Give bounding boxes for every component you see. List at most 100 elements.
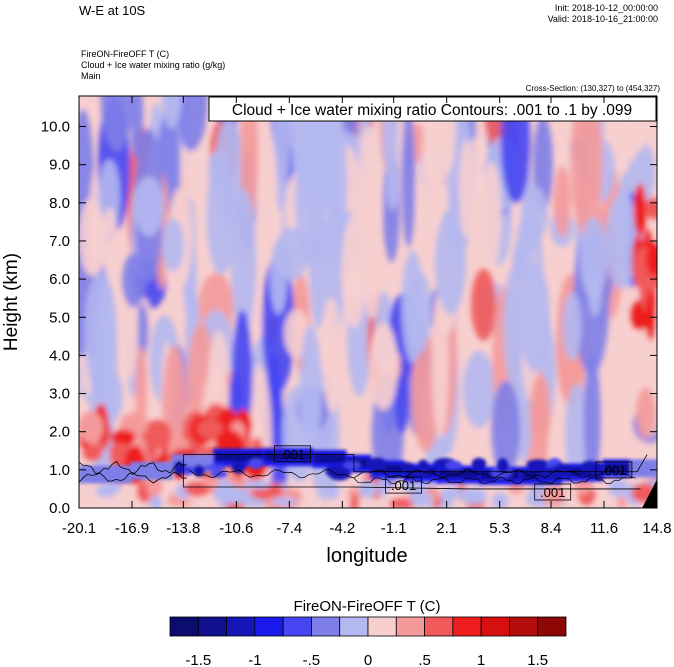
surface-patch <box>542 485 565 507</box>
temperature-patch <box>434 209 466 315</box>
init-time: Init: 2018-10-12_00:00:00 <box>554 3 658 13</box>
contour-line <box>353 477 628 484</box>
surface-patch <box>271 497 297 506</box>
temperature-patch <box>230 188 257 336</box>
valid-time: Valid: 2018-10-16_21:00:00 <box>547 14 658 24</box>
temperature-patch <box>422 96 442 250</box>
surface-patch <box>358 480 378 498</box>
surface-patch <box>608 478 628 497</box>
cool-band-blob <box>248 458 264 470</box>
surface-patch <box>389 498 417 508</box>
cool-band-blob <box>329 467 351 481</box>
cool-band-blob <box>231 461 246 474</box>
cool-band-blob <box>173 460 186 476</box>
cool-band-core <box>314 454 346 463</box>
surface-patch <box>243 480 272 490</box>
y-tick-label: 3.0 <box>49 386 70 403</box>
x-tick-label: -7.4 <box>276 520 302 537</box>
warm-patch <box>633 183 647 237</box>
temperature-patch <box>564 383 589 485</box>
colorbar: -1.5 -1 -.5 0 .5 1 1.5 <box>169 616 567 667</box>
cool-band-segment <box>79 465 132 484</box>
run-times: Init: 2018-10-12_00:00:00 Valid: 2018-10… <box>548 3 658 25</box>
colorbar-swatch <box>452 616 482 637</box>
temperature-patch <box>471 268 497 341</box>
x-tick-label: -13.8 <box>166 520 200 537</box>
y-tick-label: 5.0 <box>49 309 70 326</box>
temperature-patch <box>583 355 601 482</box>
temperature-patch <box>529 374 551 451</box>
contour-annotation-text: Cloud + Ice water mixing ratio Contours:… <box>232 102 632 119</box>
y-tick-label: 7.0 <box>49 233 70 250</box>
warm-patch <box>145 433 163 446</box>
colorbar-swatch <box>367 616 397 637</box>
warm-patch <box>645 290 657 341</box>
cool-band-blob <box>471 457 487 469</box>
field-line-mixing-ratio: Cloud + Ice water mixing ratio (g/kg) <box>81 60 226 70</box>
temperature-patch <box>562 291 582 361</box>
warm-patch <box>110 429 137 447</box>
temperature-patch <box>270 241 288 315</box>
temperature-patch <box>570 96 603 240</box>
y-tick-label: 1.0 <box>49 462 70 479</box>
field-line-domain: Main <box>81 71 101 81</box>
colorbar-tick-label: -1.5 <box>185 652 211 667</box>
temperature-patch <box>458 139 474 239</box>
cool-band-blob <box>204 464 226 471</box>
colorbar-swatch <box>254 616 284 637</box>
terrain-shape <box>642 479 657 508</box>
cool-band-blob <box>192 464 205 477</box>
temperature-patch <box>553 165 572 238</box>
cloud-contours: .001 .001 .001 .001 <box>79 445 657 508</box>
cool-band-blob <box>399 462 415 471</box>
x-tick-label: -16.9 <box>115 520 149 537</box>
cool-band-core <box>372 464 404 474</box>
temperature-patch <box>214 117 244 228</box>
y-tick-label: 10.0 <box>41 119 70 136</box>
colorbar-tick-label: 1.5 <box>527 652 548 667</box>
cool-band-core <box>264 452 313 462</box>
cool-band-blob <box>530 464 543 472</box>
contour-line <box>79 460 187 475</box>
colorbar-swatch <box>282 616 312 637</box>
cross-section-label: Cross-Section: (130,327) to (454,327) <box>525 84 660 93</box>
temperature-patch <box>308 184 328 329</box>
surface-patch <box>149 494 162 508</box>
contour-label-box <box>274 445 312 463</box>
contour-label-box <box>385 476 423 494</box>
colorbar-tick-label: 1 <box>477 652 485 667</box>
colorbar-swatch <box>311 616 341 637</box>
x-tick-label: 14.8 <box>642 520 671 537</box>
colorbar-swatch <box>339 616 369 637</box>
surface-patch <box>350 494 359 508</box>
y-tick-label: 0.0 <box>49 500 70 517</box>
temperature-patch <box>101 207 119 279</box>
temperature-patch <box>207 150 228 190</box>
temperature-patch <box>512 240 534 283</box>
colorbar-swatch <box>537 616 567 637</box>
temperature-patch <box>84 271 114 395</box>
colorbar-swatch <box>226 616 256 637</box>
temperature-field <box>79 96 657 508</box>
surface-patch <box>409 492 433 507</box>
cool-band-blob <box>365 457 388 472</box>
cool-band-blob <box>182 465 194 476</box>
temperature-patch <box>161 96 183 130</box>
x-tick-label: 11.6 <box>590 520 618 537</box>
contour-label-box <box>534 483 572 501</box>
cool-band-blob <box>418 459 429 468</box>
contour-label: .001 <box>391 478 416 493</box>
temperature-patch <box>519 262 550 373</box>
surface-patch <box>214 482 239 504</box>
x-tick-label: 5.3 <box>489 520 510 537</box>
temperature-patch <box>368 322 399 411</box>
x-tick-label: -4.2 <box>329 520 355 537</box>
colorbar-tick-label: 0 <box>364 652 372 667</box>
colorbar-swatch <box>424 616 454 637</box>
y-tick-label: 6.0 <box>49 271 70 288</box>
temperature-patch <box>122 253 146 308</box>
x-tick-label: 8.4 <box>541 520 562 537</box>
temperature-patch <box>357 125 376 267</box>
cool-band-blob <box>552 463 572 477</box>
